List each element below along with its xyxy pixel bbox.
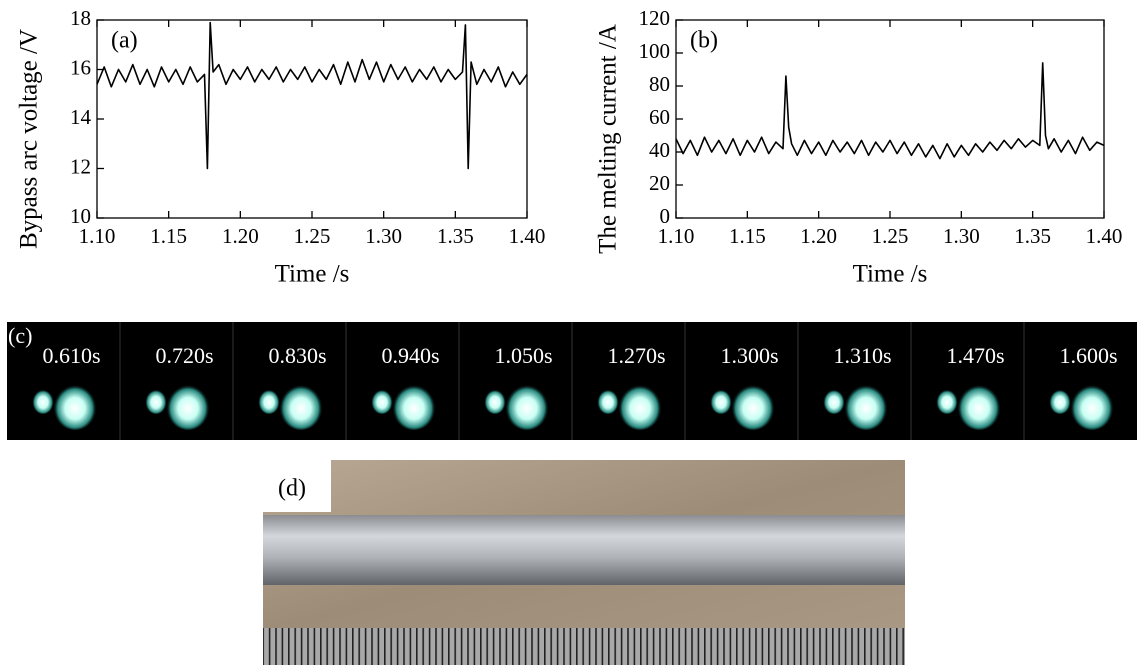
y-tick-label: 40 (649, 138, 670, 162)
x-tick-label: 1.25 (294, 224, 331, 248)
arc-glow (957, 382, 1001, 430)
plot-frame (675, 19, 1105, 219)
y-tick-label: 120 (639, 6, 671, 30)
data-line (675, 62, 1105, 160)
frame-time: 1.310s (833, 343, 891, 368)
data-line (96, 21, 528, 170)
frame-time: 1.050s (494, 343, 552, 368)
line-chart: 0 20 40 60 80 100 120 1.10 1.15 1.20 1.25 1.30 1.35 1… (595, 6, 1123, 288)
frame-time: 1.300s (720, 343, 778, 368)
x-tick-label: 1.25 (872, 224, 909, 248)
x-tick-label: 1.40 (1086, 224, 1123, 248)
arc-glow (279, 382, 323, 430)
x-tick-label: 1.35 (1014, 224, 1051, 248)
x-tick-label: 1.20 (222, 224, 259, 248)
y-tick-label: 80 (649, 72, 670, 96)
y-axis-label: The melting current /A (595, 24, 622, 254)
arc-glow (823, 388, 845, 414)
plot-frame (96, 19, 528, 219)
y-tick-label: 100 (639, 39, 671, 63)
y-tick-label: 20 (649, 171, 670, 195)
charts: 10 12 14 16 18 1.10 1.15 1.20 1.25 1.30 1.35 1.40 (a… (16, 6, 1123, 288)
arc-glow (53, 382, 97, 430)
frame-time: 1.600s (1059, 343, 1117, 368)
frame-time: 1.270s (607, 343, 665, 368)
y-tick-label: 16 (70, 55, 91, 79)
y-tick-label: 0 (660, 204, 671, 228)
arc-glow (710, 388, 732, 414)
y-tick-label: 12 (70, 154, 91, 178)
arc-glow (936, 388, 958, 414)
y-tick-label: 18 (70, 6, 91, 30)
x-tick-label: 1.20 (800, 224, 837, 248)
y-tick-label: 60 (649, 105, 670, 129)
weld-bead (263, 515, 905, 585)
arc-glow (505, 382, 549, 430)
x-tick-label: 1.15 (150, 224, 187, 248)
arc-glow (32, 388, 54, 414)
arc-glow (731, 382, 775, 430)
frame-time: 0.720s (155, 343, 213, 368)
arc-glow (145, 388, 167, 414)
frame-time: 0.610s (42, 343, 100, 368)
x-tick-label: 1.10 (658, 224, 695, 248)
arc-glow (1070, 382, 1114, 430)
frame-strip: (c) 0.610s 0.720s 0.830s 0.940s 1.050s 1.270s… (7, 322, 1137, 440)
y-axis-label: Bypass arc voltage /V (16, 29, 43, 249)
arc-glow (258, 388, 280, 414)
annotation: (a) (111, 28, 138, 54)
x-tick-label: 1.40 (509, 224, 546, 248)
x-tick-label: 1.10 (79, 224, 116, 248)
arc-glow (392, 382, 436, 430)
arc-glow (618, 382, 662, 430)
panel-label: (d) (278, 476, 306, 502)
annotation: (b) (690, 28, 718, 54)
frame-time: 0.940s (381, 343, 439, 368)
frame-time: 0.830s (268, 343, 326, 368)
arc-glow (1049, 388, 1071, 414)
x-tick-label: 1.15 (729, 224, 766, 248)
arc-glow (484, 388, 506, 414)
ruler (263, 628, 905, 665)
arc-glow (371, 388, 393, 414)
x-tick-label: 1.35 (437, 224, 474, 248)
frame-time: 1.470s (946, 343, 1004, 368)
x-axis-label: Time /s (275, 261, 350, 288)
line-chart: 10 12 14 16 18 1.10 1.15 1.20 1.25 1.30 1.35 1.40 (a… (16, 6, 546, 288)
y-tick-label: 14 (70, 105, 92, 129)
weld-photo: (d) (263, 460, 905, 665)
x-tick-label: 1.30 (365, 224, 402, 248)
arc-glow (597, 388, 619, 414)
y-tick-label: 10 (70, 204, 91, 228)
x-axis-label: Time /s (853, 261, 928, 288)
arc-glow (166, 382, 210, 430)
x-tick-label: 1.30 (943, 224, 980, 248)
label-box (263, 460, 331, 512)
panel-label: (c) (8, 323, 32, 348)
arc-glow (844, 382, 888, 430)
